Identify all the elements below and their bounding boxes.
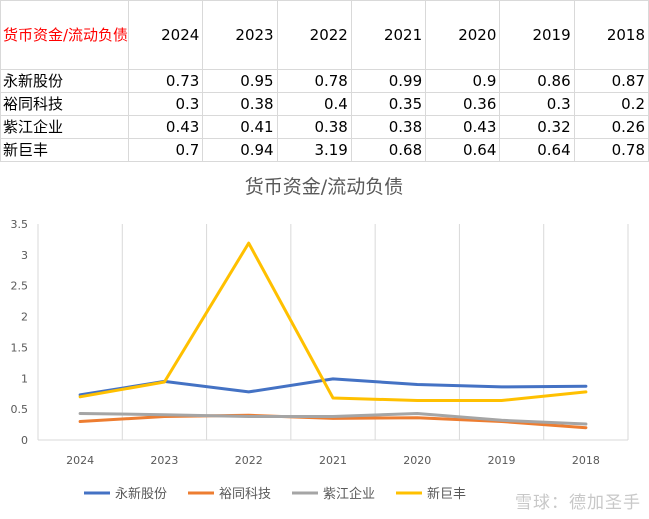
table-cell: 0.64: [425, 138, 501, 162]
table-cell: 0.26: [573, 115, 649, 139]
y-tick-label: 0: [21, 434, 28, 447]
legend-label: 裕同科技: [219, 487, 271, 502]
table-corner-label: 货币资金/流动负债: [0, 0, 130, 70]
table-cell: 0.78: [573, 138, 649, 162]
table-cell: 0.38: [276, 115, 352, 139]
y-tick-label: 1.5: [11, 341, 29, 354]
legend-label: 永新股份: [115, 486, 167, 502]
table-cell: 0.87: [573, 69, 649, 93]
table-cell: 0.35: [350, 92, 427, 116]
series-line: [78, 377, 588, 397]
x-tick-label: 2024: [66, 454, 94, 467]
y-tick-label: 2.5: [11, 280, 29, 293]
year-header: 2019: [499, 0, 575, 70]
legend-label: 新巨丰: [427, 486, 466, 502]
table-row: 裕同科技 0.3 0.38 0.4 0.35 0.36 0.3 0.2: [0, 92, 649, 116]
table-cell: 0.32: [499, 115, 575, 139]
table-cell: 0.73: [128, 69, 204, 93]
line-chart: 货币资金/流动负债 0 0.5 1 1.5 2 2.5 3 3.5 2024 2023 2022 2…: [11, 176, 629, 502]
y-tick-label: 0.5: [11, 403, 29, 416]
series-line: [78, 412, 588, 426]
year-header: 2024: [128, 0, 204, 70]
table-cell: 0.7: [128, 138, 204, 162]
year-header: 2022: [276, 0, 352, 70]
year-header: 2020: [425, 0, 501, 70]
table-cell: 0.95: [202, 69, 278, 93]
table-cell: 0.9: [425, 69, 501, 93]
row-name: 紫江企业: [0, 115, 130, 139]
x-tick-label: 2019: [488, 454, 516, 467]
table-cell: 0.78: [276, 69, 352, 93]
table-cell: 0.99: [350, 69, 427, 93]
table-cell: 0.86: [499, 69, 575, 93]
table-row: 永新股份 0.73 0.95 0.78 0.99 0.9 0.86 0.87: [0, 69, 649, 93]
legend-label: 紫江企业: [323, 486, 375, 502]
table-cell: 0.68: [350, 138, 427, 162]
row-name: 新巨丰: [0, 138, 130, 162]
row-name: 裕同科技: [0, 92, 130, 116]
table-cell: 0.36: [425, 92, 501, 116]
y-tick-label: 1: [21, 372, 28, 385]
x-tick-label: 2020: [403, 454, 431, 467]
table-cell: 0.43: [425, 115, 501, 139]
watermark-text: 雪球：德加圣手: [515, 493, 641, 513]
x-tick-label: 2021: [319, 454, 347, 467]
x-tick-label: 2022: [235, 454, 263, 467]
table-cell: 0.3: [128, 92, 204, 116]
y-tick-label: 2: [21, 311, 28, 324]
table-header-row: 货币资金/流动负债 2024 2023 2022 2021 2020 2019 …: [0, 0, 649, 70]
table-cell: 0.2: [573, 92, 649, 116]
table-row: 新巨丰 0.7 0.94 3.19 0.68 0.64 0.64 0.78: [0, 138, 649, 162]
table-row: 紫江企业 0.43 0.41 0.38 0.38 0.43 0.32 0.26: [0, 115, 649, 139]
table-cell: 0.38: [350, 115, 427, 139]
table-cell: 0.3: [499, 92, 575, 116]
row-name: 永新股份: [0, 69, 130, 93]
table-cell: 3.19: [276, 138, 352, 162]
y-tick-label: 3.5: [11, 218, 29, 231]
table-cell: 0.38: [202, 92, 278, 116]
table-cell: 0.94: [202, 138, 278, 162]
year-header: 2021: [350, 0, 427, 70]
x-tick-label: 2023: [150, 454, 178, 467]
year-header: 2018: [573, 0, 649, 70]
year-header: 2023: [202, 0, 278, 70]
data-table: 货币资金/流动负债 2024 2023 2022 2021 2020 2019 …: [0, 0, 649, 162]
table-cell: 0.43: [128, 115, 204, 139]
chart-title: 货币资金/流动负债: [245, 176, 403, 198]
table-cell: 0.64: [499, 138, 575, 162]
y-tick-label: 3: [21, 249, 28, 262]
x-tick-label: 2018: [572, 454, 600, 467]
series-line: [78, 241, 588, 402]
table-cell: 0.4: [276, 92, 352, 116]
table-cell: 0.41: [202, 115, 278, 139]
